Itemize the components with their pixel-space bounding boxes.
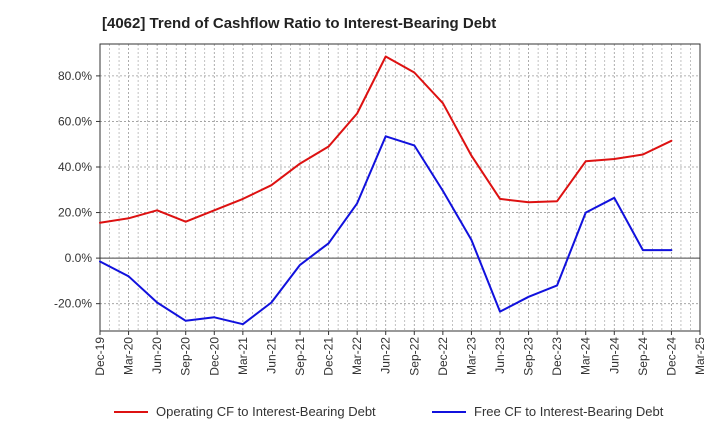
x-tick-label: Sep-24	[636, 337, 650, 376]
x-tick-label: Sep-22	[407, 337, 421, 376]
x-tick-label: Sep-21	[293, 337, 307, 376]
x-tick-label: Dec-24	[664, 337, 678, 376]
legend-swatch-operating	[114, 410, 148, 413]
legend-label-free: Free CF to Interest-Bearing Debt	[474, 404, 664, 419]
series-line-free-cf	[99, 135, 673, 326]
x-tick-label: Sep-20	[179, 337, 193, 376]
legend-swatch-free	[432, 410, 466, 413]
x-tick-label: Jun-21	[264, 337, 278, 374]
y-tick-label: 60.0%	[58, 114, 92, 128]
x-tick-label: Dec-19	[93, 337, 107, 376]
x-tick-label: Mar-22	[350, 337, 364, 375]
plot-frame	[99, 43, 701, 332]
x-tick-label: Dec-23	[550, 337, 564, 376]
x-tick-label: Mar-21	[236, 337, 250, 375]
y-tick-label: -20.0%	[54, 297, 92, 311]
x-tick-label: Jun-23	[493, 337, 507, 374]
x-tick-label: Dec-20	[207, 337, 221, 376]
x-tick-label: Jun-22	[379, 337, 393, 374]
chart-title: [4062] Trend of Cashflow Ratio to Intere…	[102, 15, 497, 32]
legend-item-free: Free CF to Interest-Bearing Debt	[432, 404, 663, 419]
legend-label-operating: Operating CF to Interest-Bearing Debt	[156, 404, 376, 419]
y-tick-label: 0.0%	[65, 251, 93, 265]
x-tick-label: Dec-21	[322, 337, 336, 376]
x-tick-label: Jun-20	[150, 337, 164, 374]
series-line-operating-cf	[99, 55, 673, 224]
x-tick-label: Mar-23	[464, 337, 478, 375]
x-tick-label: Mar-24	[579, 337, 593, 375]
legend-item-operating: Operating CF to Interest-Bearing Debt	[114, 404, 376, 419]
y-tick-label: 80.0%	[58, 69, 92, 83]
x-tick-label: Dec-22	[436, 337, 450, 376]
chart-legend: Operating CF to Interest-Bearing Debt Fr…	[0, 404, 720, 428]
y-tick-label: 40.0%	[58, 160, 92, 174]
x-tick-label: Jun-24	[607, 337, 621, 374]
y-tick-label: 20.0%	[58, 206, 92, 220]
x-tick-label: Sep-23	[522, 337, 536, 376]
x-tick-label: Mar-20	[122, 337, 136, 375]
x-tick-label: Mar-25	[693, 337, 707, 375]
